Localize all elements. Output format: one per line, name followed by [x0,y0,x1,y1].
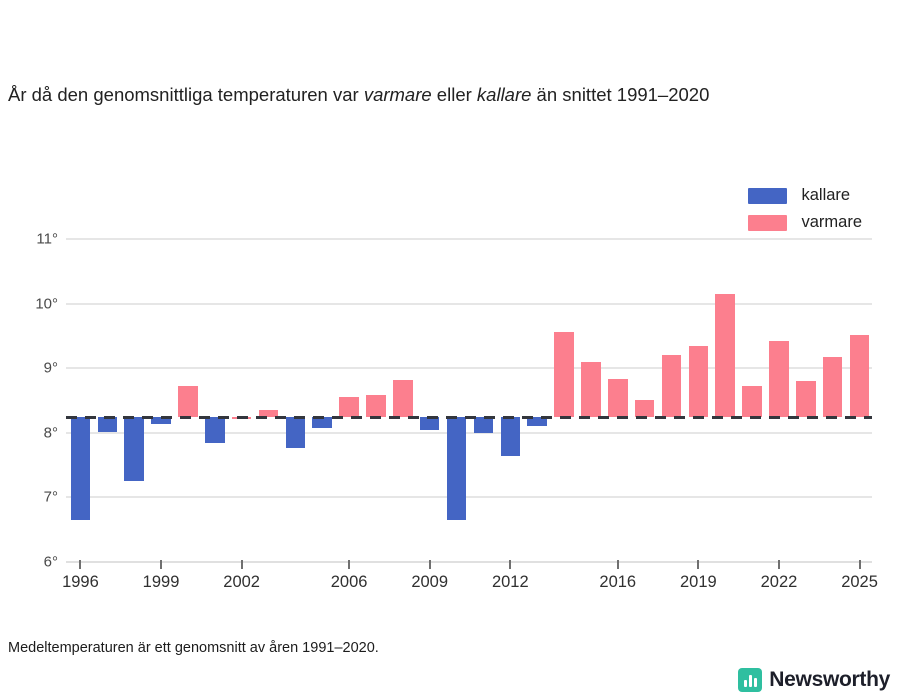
x-axis-tick [348,560,351,569]
bar-2022[interactable] [769,341,789,418]
x-axis-tick-label: 1996 [62,573,99,591]
bar-1998[interactable] [124,417,144,482]
x-axis-tick [428,560,431,569]
x-axis: 1996 1999 2002 2006 2009 2012 2016 2019 2022 2025 [62,560,878,610]
bar-2009[interactable] [419,417,440,431]
x-axis-tick [160,560,163,569]
x-axis-tick-label: 2009 [411,573,449,591]
y-axis-tick-label: 9° [43,359,58,377]
subtitle-emphasis: varmare [363,84,432,105]
gridline-10 [66,302,872,305]
plot-area [66,210,872,563]
bar-2001[interactable] [205,417,225,444]
bar-2008[interactable] [393,379,413,418]
subtitle-text: eller [431,84,477,105]
y-axis-tick-label: 7° [43,488,58,506]
bar-2007[interactable] [366,394,386,418]
gridline-6 [66,561,872,563]
x-axis-tick [79,560,82,569]
chart-footnote: Medeltemperaturen är ett genomsnitt av å… [8,640,379,656]
bar-2005[interactable] [312,417,332,429]
bar-2020[interactable] [715,293,735,418]
x-axis-tick [509,560,512,569]
bar-2014[interactable] [554,332,574,418]
y-axis-labels: 6° 7° 8° 9° 10° 11° [0,210,58,571]
gridline-9 [66,367,872,370]
bar-2024[interactable] [822,357,843,418]
brand-name: Newsworthy [769,668,890,691]
brand-bar: Newsworthy [0,668,900,700]
y-axis-tick-label: 11° [36,230,58,248]
bar-2012[interactable] [500,417,521,457]
x-axis-tick [777,560,780,569]
gridline-11 [66,238,872,241]
y-axis-tick-label: 6° [43,553,58,571]
legend-item-kallare[interactable]: kallare [748,186,862,205]
gridline-8 [66,431,872,434]
x-axis-tick [697,560,700,569]
x-axis-tick-label: 2016 [599,573,637,591]
legend-item-varmare[interactable]: varmare [748,213,862,232]
chart-subtitle: År då den genomsnittliga temperaturen va… [8,80,858,109]
bar-2006[interactable] [339,396,359,418]
subtitle-text: År då den genomsnittliga temperaturen va… [8,84,364,105]
x-axis-tick-label: 2022 [760,573,798,591]
y-axis-tick-label: 10° [35,295,58,313]
x-axis-tick [858,560,861,569]
bar-2016[interactable] [608,379,628,418]
bar-2004[interactable] [285,417,306,448]
average-baseline [66,415,872,419]
legend-label: kallare [801,186,851,204]
x-axis-tick [240,560,243,569]
x-axis-tick-label: 2002 [223,573,260,591]
bar-2000[interactable] [178,386,198,418]
bar-2017[interactable] [634,399,655,418]
bar-2025[interactable] [849,335,870,418]
bar-2018[interactable] [661,354,682,418]
x-axis-tick-label: 2019 [680,573,717,591]
bar-2013[interactable] [527,417,547,426]
y-axis-tick-label: 8° [43,424,58,442]
subtitle-text: än snittet 1991–2020 [531,84,710,105]
bar-1996[interactable] [70,417,91,520]
x-axis-tick-label: 2012 [491,573,529,591]
bar-2003[interactable] [258,409,279,418]
bar-2021[interactable] [742,386,762,418]
bar-2011[interactable] [473,417,494,434]
chart-legend: kallare varmare [748,186,862,232]
bar-2019[interactable] [688,345,709,418]
x-axis-tick-label: 2006 [330,573,368,591]
bar-2023[interactable] [796,380,816,418]
gridline-7 [66,496,872,499]
x-axis-tick-label: 1999 [142,573,180,591]
bar-1997[interactable] [97,417,118,432]
bar-2010[interactable] [446,417,467,520]
subtitle-emphasis: kallare [476,84,532,105]
brand-logo[interactable]: Newsworthy [738,668,890,692]
bar-2015[interactable] [581,361,601,418]
legend-label: varmare [801,213,862,231]
legend-swatch-icon [748,187,788,204]
bar-1999[interactable] [151,417,171,424]
x-axis-tick [616,560,619,569]
bar-chart-icon [738,668,763,692]
x-axis-tick-label: 2025 [841,573,878,591]
legend-swatch-icon [748,214,788,231]
